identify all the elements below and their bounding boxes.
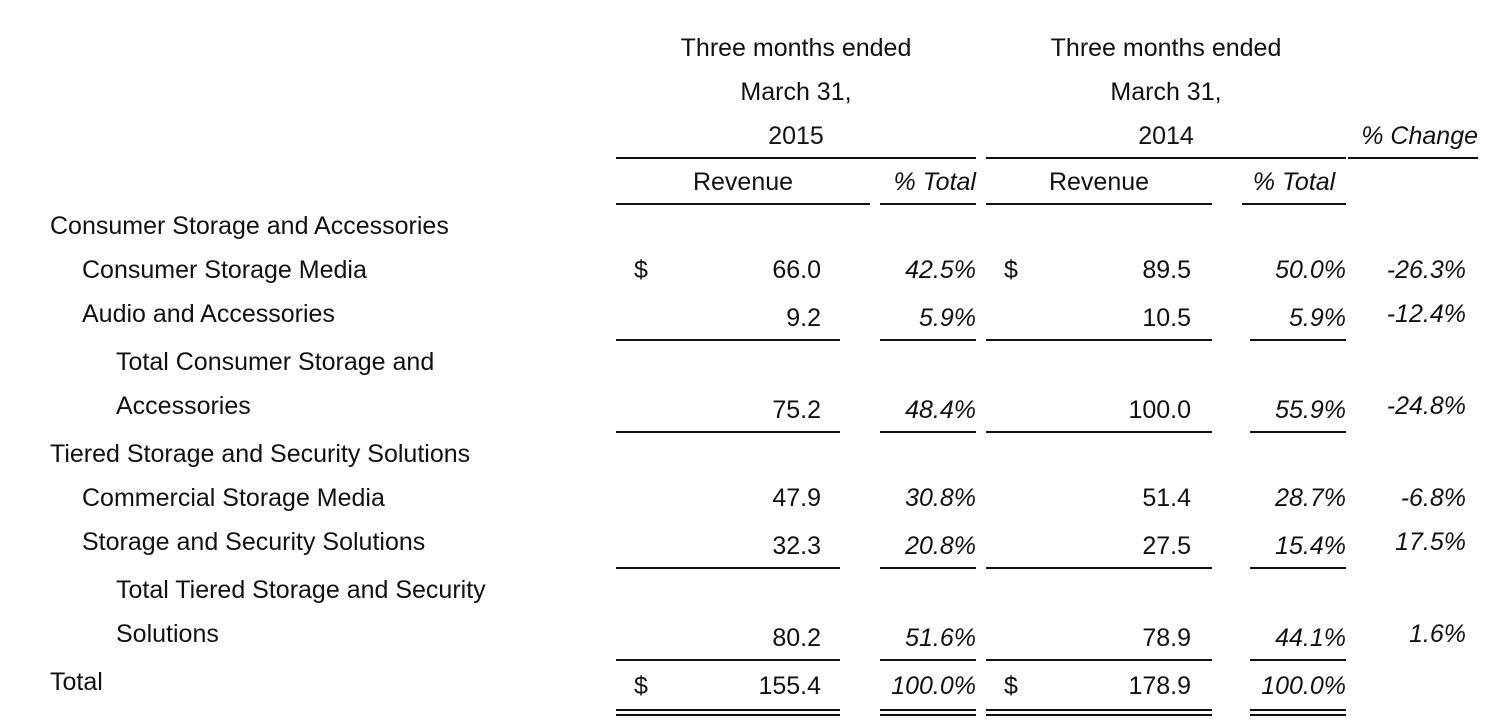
pct-total-2014-cell: 15.4%	[1275, 532, 1346, 560]
col-2015-header-line2: March 31,	[740, 78, 852, 106]
total-rule-pct2015	[880, 659, 976, 661]
revenue-2014-cell: 100.0	[1128, 396, 1191, 424]
subheader-rule-pct2014	[1242, 203, 1346, 205]
row-label-line2: Solutions	[116, 620, 219, 648]
revenue-2014-cell: 10.5	[1142, 304, 1191, 332]
currency-symbol: $	[634, 256, 648, 284]
subheader-rule-rev2014	[986, 203, 1212, 205]
pct-total-2015-cell: 100.0%	[891, 672, 976, 700]
total-rule-pct2014	[1250, 659, 1346, 661]
subtotal-rule-rev2015	[616, 567, 840, 569]
pct-total-2014-cell: 50.0%	[1275, 256, 1346, 284]
col-2015-header-line3: 2015	[768, 122, 824, 150]
row-heading-tiered-storage: Tiered Storage and Security Solutions	[50, 440, 471, 468]
grand-total-double-rule-pct2014	[1250, 709, 1346, 716]
pct-total-2014-cell: 100.0%	[1261, 672, 1346, 700]
col-2014-header-line2: March 31,	[1110, 78, 1222, 106]
total-rule-pct2014	[1250, 431, 1346, 433]
grand-total-double-rule-rev2015	[616, 709, 840, 716]
pct-total-2014-cell: 55.9%	[1275, 396, 1346, 424]
revenue-2015-cell: 9.2	[786, 304, 821, 332]
row-label-line1: Total Consumer Storage and	[116, 348, 435, 376]
pct-total-2015-cell: 5.9%	[919, 304, 976, 332]
revenue-2014-header: Revenue	[1048, 168, 1150, 196]
grand-total-double-rule-pct2015	[880, 709, 976, 716]
revenue-2015-cell: 66.0	[772, 256, 821, 284]
header-rule-2015	[616, 157, 976, 159]
pct-change-cell: 1.6%	[1409, 620, 1466, 648]
revenue-2014-cell: 78.9	[1142, 624, 1191, 652]
row-label-total: Total	[50, 668, 103, 696]
pct-total-2014-cell: 44.1%	[1275, 624, 1346, 652]
subtotal-rule-pct2014	[1250, 567, 1346, 569]
revenue-2015-cell: 32.3	[772, 532, 821, 560]
row-label: Audio and Accessories	[82, 300, 335, 328]
currency-symbol: $	[634, 672, 648, 700]
revenue-2014-cell: 51.4	[1142, 484, 1191, 512]
subtotal-rule-rev2015	[616, 339, 840, 341]
pct-total-2015-cell: 30.8%	[905, 484, 976, 512]
pct-total-2015-cell: 20.8%	[905, 532, 976, 560]
header-rule-change	[1348, 157, 1478, 159]
header-rule-2014	[986, 157, 1346, 159]
col-2015-header-line1: Three months ended	[680, 34, 912, 62]
pct-change-cell: 17.5%	[1395, 528, 1466, 556]
row-label: Consumer Storage Media	[82, 256, 367, 284]
pct-change-cell: -12.4%	[1386, 300, 1466, 328]
subtotal-rule-rev2014	[986, 339, 1212, 341]
subtotal-rule-pct2014	[1250, 339, 1346, 341]
subtotal-rule-pct2015	[880, 567, 976, 569]
pct-total-2014-cell: 28.7%	[1275, 484, 1346, 512]
total-rule-rev2015	[616, 659, 840, 661]
revenue-2015-cell: 80.2	[772, 624, 821, 652]
subtotal-rule-rev2014	[986, 567, 1212, 569]
pct-change-cell: -26.3%	[1386, 256, 1466, 284]
row-heading-consumer-storage: Consumer Storage and Accessories	[50, 212, 449, 240]
pct-change-cell: -6.8%	[1400, 484, 1466, 512]
col-2014-header-line3: 2014	[1138, 122, 1194, 150]
revenue-2014-cell: 27.5	[1142, 532, 1191, 560]
revenue-2015-cell: 155.4	[758, 672, 821, 700]
pct-total-2015-header: % Total	[893, 168, 976, 196]
pct-total-2015-cell: 51.6%	[905, 624, 976, 652]
total-rule-rev2015	[616, 431, 840, 433]
total-rule-rev2014	[986, 659, 1212, 661]
pct-total-2015-cell: 42.5%	[905, 256, 976, 284]
currency-symbol: $	[1004, 672, 1018, 700]
revenue-2015-cell: 75.2	[772, 396, 821, 424]
revenue-2014-cell: 178.9	[1128, 672, 1191, 700]
row-label-line1: Total Tiered Storage and Security	[116, 576, 486, 604]
subtotal-rule-pct2015	[880, 339, 976, 341]
revenue-2015-header: Revenue	[692, 168, 794, 196]
col-2014-header-line1: Three months ended	[1050, 34, 1282, 62]
pct-change-cell: -24.8%	[1386, 392, 1466, 420]
pct-total-2015-cell: 48.4%	[905, 396, 976, 424]
subheader-rule-rev2015	[616, 203, 870, 205]
revenue-2014-cell: 89.5	[1142, 256, 1191, 284]
pct-total-2014-header: % Total	[1252, 168, 1336, 196]
pct-total-2014-cell: 5.9%	[1289, 304, 1346, 332]
row-label: Storage and Security Solutions	[82, 528, 426, 556]
row-label: Commercial Storage Media	[82, 484, 385, 512]
row-label-line2: Accessories	[116, 392, 251, 420]
grand-total-double-rule-rev2014	[986, 709, 1212, 716]
subheader-rule-pct2015	[880, 203, 976, 205]
total-rule-rev2014	[986, 431, 1212, 433]
pct-change-header: % Change	[1361, 122, 1478, 150]
total-rule-pct2015	[880, 431, 976, 433]
revenue-2015-cell: 47.9	[772, 484, 821, 512]
currency-symbol: $	[1004, 256, 1018, 284]
